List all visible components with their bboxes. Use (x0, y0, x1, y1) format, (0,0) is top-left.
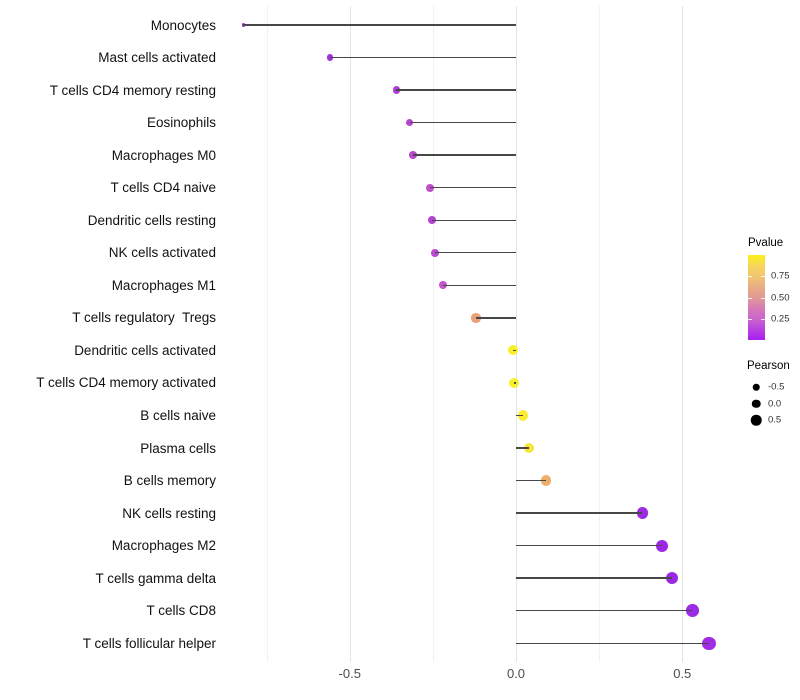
category-label: Eosinophils (146, 115, 216, 131)
lollipop-stick (329, 56, 516, 59)
pearson-legend-dot (751, 399, 761, 408)
data-point (656, 539, 669, 552)
category-label: T cells CD4 memory activated (36, 375, 216, 391)
colorbar-tick (761, 318, 765, 320)
data-point (392, 86, 400, 94)
lollipop-stick (476, 317, 516, 319)
gridline-major (349, 6, 351, 662)
pearson-legend-label: -0.5 (768, 381, 785, 393)
colorbar-tick (748, 318, 752, 320)
category-label: Macrophages M0 (111, 147, 216, 163)
category-label: T cells CD4 memory resting (49, 82, 216, 98)
data-point (438, 281, 447, 290)
pearson-legend-label: 0.0 (768, 397, 782, 409)
category-label: B cells naive (140, 407, 216, 423)
lollipop-stick (429, 187, 516, 189)
lollipop-stick (434, 252, 516, 254)
colorbar-tick-label: 0.50 (771, 291, 790, 303)
colorbar-tick (748, 297, 752, 299)
category-label: Macrophages M1 (111, 277, 216, 293)
data-point (666, 572, 679, 585)
colorbar-tick (761, 276, 765, 278)
category-label: T cells follicular helper (82, 635, 216, 651)
category-label: NK cells resting (122, 505, 216, 521)
pearson-legend-label: 0.5 (768, 414, 782, 426)
data-point (517, 410, 528, 421)
category-label: NK cells activated (108, 245, 216, 261)
lollipop-stick (516, 414, 523, 417)
lollipop-stick (412, 154, 516, 156)
category-label: T cells regulatory Tregs (72, 310, 216, 326)
legend-pearson-title: Pearson (747, 360, 790, 372)
lollipop-stick (396, 89, 516, 91)
lollipop-stick (516, 544, 663, 547)
category-label: T cells gamma delta (95, 570, 216, 586)
lollipop-stick (514, 382, 516, 384)
data-point (471, 313, 481, 323)
gridline-minor (599, 6, 601, 662)
category-label: T cells CD8 (146, 603, 216, 619)
gridline-major (682, 6, 684, 662)
x-tick-label: 0.0 (506, 666, 526, 681)
pearson-legend-dot (750, 414, 762, 426)
data-point (409, 151, 417, 159)
category-label: Plasma cells (140, 440, 216, 456)
lollipop-stick (516, 610, 693, 612)
colorbar-tick (761, 297, 765, 299)
gridline-major (516, 6, 517, 662)
lollipop-stick (243, 24, 516, 26)
lollipop-stick (516, 447, 530, 449)
lollipop-stick (512, 349, 516, 352)
gridline-minor (266, 6, 268, 662)
colorbar-tick (748, 276, 752, 278)
category-label: Macrophages M2 (111, 538, 216, 554)
lollipop-stick (516, 642, 709, 644)
lollipop-stick (516, 577, 673, 579)
category-label: Monocytes (150, 17, 216, 33)
legend-pvalue-title: Pvalue (748, 237, 784, 249)
lollipop-stick (516, 479, 546, 482)
lollipop-stick (442, 284, 516, 286)
category-label: Dendritic cells resting (87, 212, 216, 228)
colorbar-tick-label: 0.25 (771, 313, 790, 324)
lollipop-stick (409, 121, 516, 124)
category-label: T cells CD4 naive (110, 180, 216, 196)
x-tick-label: -0.5 (338, 666, 361, 681)
category-label: Dendritic cells activated (74, 342, 216, 358)
category-label: Mast cells activated (98, 50, 216, 66)
pearson-legend-dot (752, 383, 760, 391)
data-point (405, 118, 414, 127)
pvalue-colorbar (748, 255, 765, 340)
colorbar-tick-label: 0.75 (771, 270, 790, 282)
gridline-minor (432, 6, 434, 662)
lollipop-stick (516, 512, 643, 514)
x-tick-label: 0.5 (673, 666, 692, 681)
category-label: B cells memory (123, 473, 216, 489)
data-point (685, 604, 699, 617)
lollipop-stick (431, 219, 516, 221)
